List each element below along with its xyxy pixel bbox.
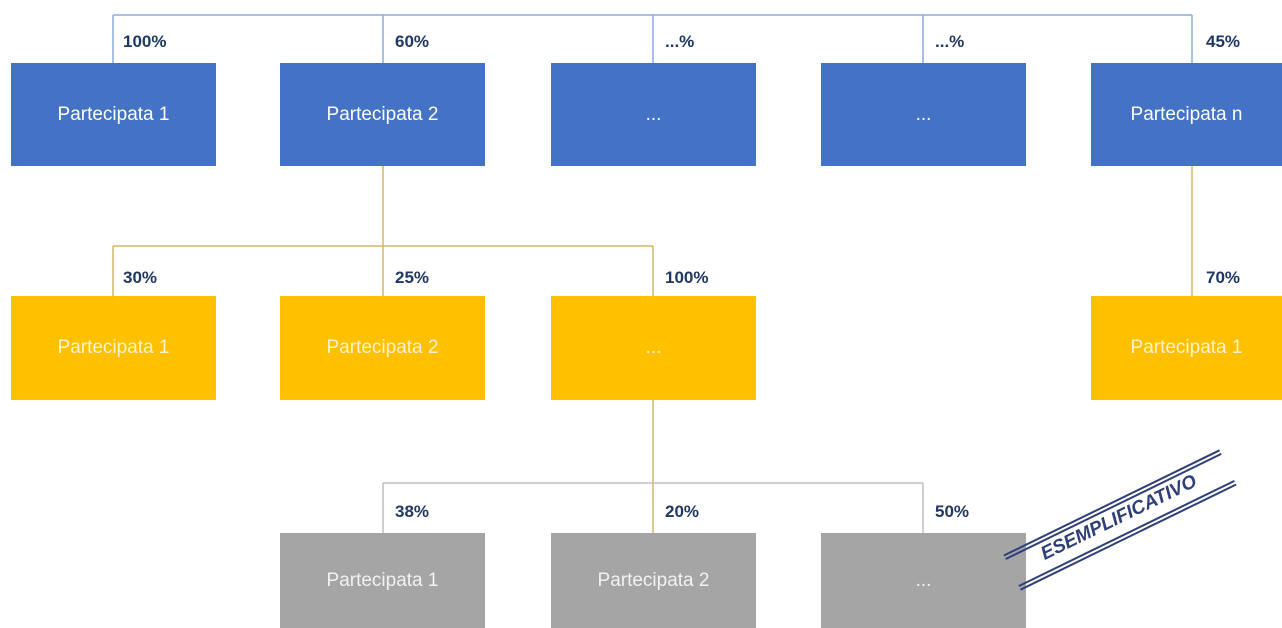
level3-node: ... — [821, 533, 1026, 628]
level3-node: Partecipata 1 — [280, 533, 485, 628]
ownership-percent: ...% — [935, 32, 965, 51]
ownership-percent: 100% — [123, 32, 167, 51]
ownership-percent: 50% — [935, 502, 970, 521]
level2-node: Partecipata 2 — [280, 296, 485, 400]
ownership-percent: 45% — [1206, 32, 1241, 51]
ownership-percent: 60% — [395, 32, 430, 51]
ownership-percent: 38% — [395, 502, 430, 521]
ownership-percent: 20% — [665, 502, 700, 521]
level2-node: ... — [551, 296, 756, 400]
ownership-percent: 100% — [665, 268, 709, 287]
level1-node: ... — [551, 63, 756, 166]
level3-node: Partecipata 2 — [551, 533, 756, 628]
ownership-percent: 70% — [1206, 268, 1241, 287]
level2-node: Partecipata 1 — [1091, 296, 1282, 400]
level1-node: Partecipata n — [1091, 63, 1282, 166]
ownership-percent: ...% — [665, 32, 695, 51]
level2-node: Partecipata 1 — [11, 296, 216, 400]
level1-node: Partecipata 1 — [11, 63, 216, 166]
level1-node: ... — [821, 63, 1026, 166]
ownership-percent: 25% — [395, 268, 430, 287]
level1-node: Partecipata 2 — [280, 63, 485, 166]
ownership-percent: 30% — [123, 268, 158, 287]
